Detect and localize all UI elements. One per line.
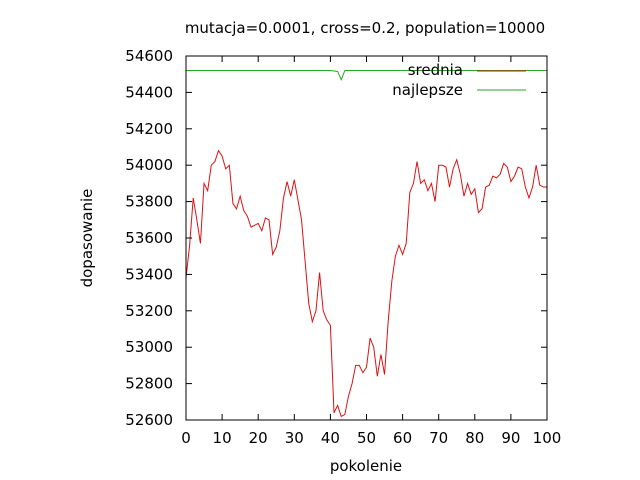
y-tick-label: 53000 [125,338,173,356]
x-tick-label: 10 [213,429,232,447]
y-tick-label: 53800 [125,193,173,211]
x-axis-label: pokolenie [330,457,402,475]
series-line-srednia [185,149,547,418]
x-tick-label: 100 [533,429,562,447]
x-tick-label: 40 [321,429,340,447]
y-axis: 52600 52800 53000 53200 53400 53600 53800 54000… [125,47,547,429]
series-line-najlepsze [186,70,547,81]
legend: srednia najlepsze [392,61,526,99]
y-tick-label: 54600 [125,47,173,65]
x-tick-label: 20 [249,429,268,447]
y-tick-label: 52600 [125,411,173,429]
y-tick-label: 53400 [125,265,173,283]
x-tick-label: 50 [357,429,376,447]
x-tick-label: 30 [285,429,304,447]
y-tick-label: 54400 [125,83,173,101]
x-tick-label: 80 [465,429,484,447]
y-tick-label: 54200 [125,120,173,138]
y-tick-label: 54000 [125,156,173,174]
y-tick-label: 52800 [125,375,173,393]
legend-label-najlepsze: najlepsze [392,81,463,99]
x-tick-label: 70 [429,429,448,447]
x-axis: 0 10 20 30 40 50 60 70 80 90 100 [181,56,561,447]
x-tick-label: 60 [393,429,412,447]
y-tick-label: 53600 [125,229,173,247]
legend-label-srednia: srednia [408,61,463,79]
y-tick-label: 53200 [125,302,173,320]
chart-title: mutacja=0.0001, cross=0.2, population=10… [185,19,545,37]
plot-lines [185,70,547,418]
x-tick-label: 0 [181,429,191,447]
x-tick-label: 90 [501,429,520,447]
y-axis-label: dopasowanie [78,189,96,288]
